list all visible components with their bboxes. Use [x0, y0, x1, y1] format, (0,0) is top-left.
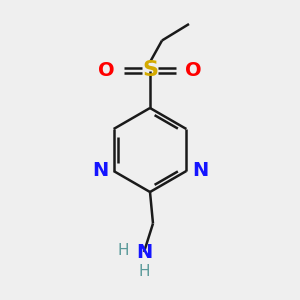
- Text: H: H: [117, 243, 129, 258]
- Text: H: H: [138, 264, 150, 279]
- Text: O: O: [185, 61, 202, 80]
- Text: N: N: [192, 161, 208, 181]
- Text: N: N: [136, 242, 152, 262]
- Text: N: N: [92, 161, 108, 181]
- Text: S: S: [142, 61, 158, 80]
- Text: O: O: [98, 61, 115, 80]
